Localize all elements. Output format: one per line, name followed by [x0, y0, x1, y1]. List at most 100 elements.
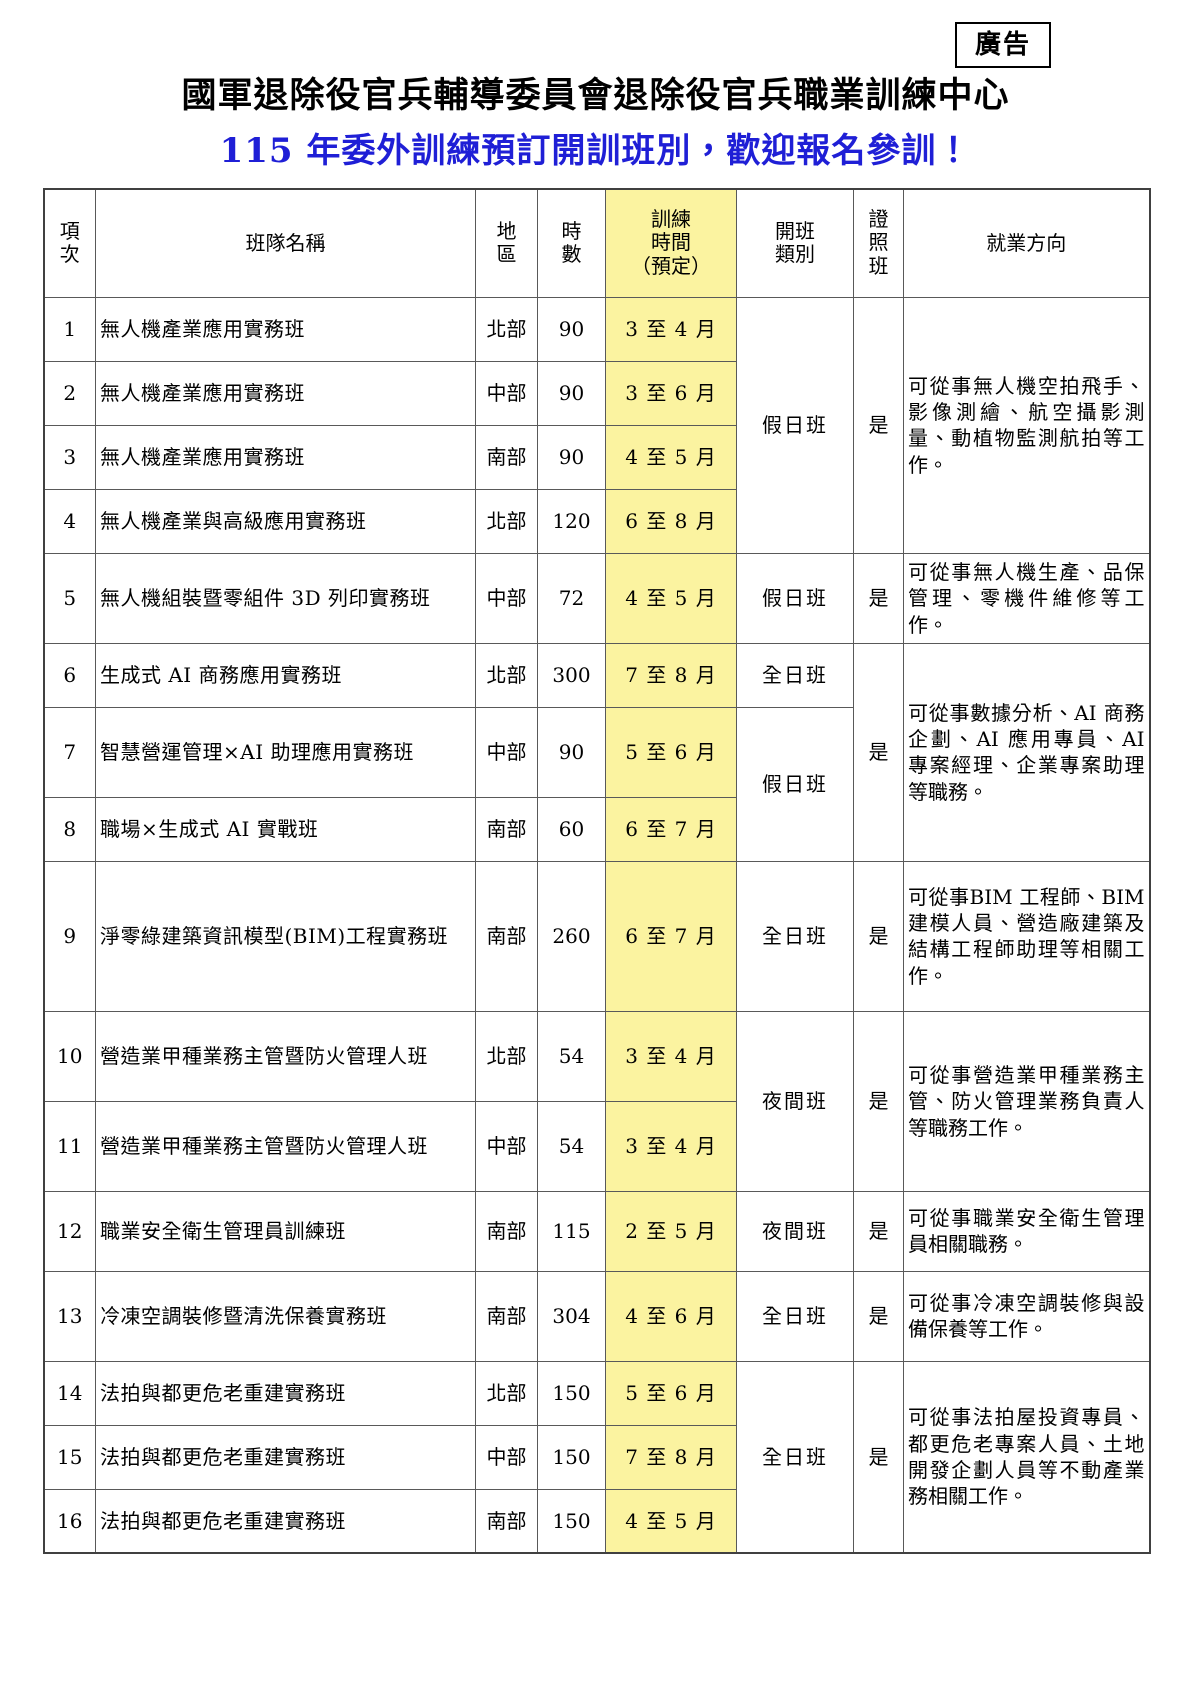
- region: 南部: [475, 1190, 538, 1272]
- row-index: 1: [43, 296, 96, 362]
- training-period: 6 至 7 月: [605, 860, 737, 1012]
- career-direction: 可從事數據分析、AI 商務企劃、AI 應用專員、AI 專案經理、企業專案助理等職…: [903, 642, 1150, 862]
- class-type: 夜間班: [736, 1190, 854, 1272]
- column-header-index-line1: 項: [59, 218, 80, 243]
- career-direction: 可從事BIM 工程師、BIM建模人員、營造廠建築及結構工程師助理等相關工作。: [903, 860, 1150, 1012]
- class-name: 法拍與都更危老重建實務班: [95, 1424, 476, 1490]
- class-name: 營造業甲種業務主管暨防火管理人班: [95, 1100, 476, 1192]
- column-header-certification-line2: 照: [868, 230, 889, 255]
- hours: 150: [537, 1488, 606, 1554]
- certification: 是: [853, 1360, 904, 1554]
- column-header-class-type-line2: 類別: [775, 242, 815, 267]
- class-name: 職業安全衛生管理員訓練班: [95, 1190, 476, 1272]
- table-row: 12 職業安全衛生管理員訓練班 南部 115 2 至 5 月 夜間班 是 可從事…: [43, 1190, 1150, 1272]
- table-row: 9 淨零綠建築資訊模型(BIM)工程實務班 南部 260 6 至 7 月 全日班…: [43, 860, 1150, 1012]
- column-header-training-period-line2: 時間: [651, 230, 691, 255]
- table-row: 10 營造業甲種業務主管暨防火管理人班 北部 54 3 至 4 月 夜間班 是 …: [43, 1010, 1150, 1192]
- hours: 150: [537, 1360, 606, 1426]
- row-index: 12: [43, 1190, 96, 1272]
- row-index: 6: [43, 642, 96, 708]
- table-row: 8 職場×生成式 AI 實戰班 南部 60 6 至 7 月: [43, 796, 1150, 862]
- hours: 304: [537, 1270, 606, 1362]
- row-index: 16: [43, 1488, 96, 1554]
- class-type: 全日班: [736, 1270, 854, 1362]
- class-name: 無人機產業應用實務班: [95, 296, 476, 362]
- training-period: 3 至 6 月: [605, 360, 737, 426]
- row-index: 9: [43, 860, 96, 1012]
- column-header-class-type: 開班 類別: [736, 188, 854, 298]
- class-type: 假日班: [736, 706, 854, 862]
- table-row: 6 生成式 AI 商務應用實務班 北部 300 7 至 8 月 全日班 是 可從…: [43, 642, 1150, 862]
- certification: 是: [853, 1270, 904, 1362]
- region: 南部: [475, 1270, 538, 1362]
- class-name: 淨零綠建築資訊模型(BIM)工程實務班: [95, 860, 476, 1012]
- career-direction: 可從事法拍屋投資專員、都更危老專案人員、土地開發企劃人員等不動產業務相關工作。: [903, 1360, 1150, 1554]
- training-period: 4 至 5 月: [605, 424, 737, 490]
- career-direction: 可從事無人機空拍飛手、影像測繪、航空攝影測量、動植物監測航拍等工作。: [903, 296, 1150, 554]
- class-name: 法拍與都更危老重建實務班: [95, 1360, 476, 1426]
- column-header-region-line2: 區: [496, 242, 517, 267]
- column-header-index: 項 次: [43, 188, 96, 298]
- training-period: 4 至 6 月: [605, 1270, 737, 1362]
- hours: 260: [537, 860, 606, 1012]
- column-header-certification: 證 照 班: [853, 188, 904, 298]
- hours: 90: [537, 360, 606, 426]
- promotional-title: 115 年委外訓練預訂開訓班別，歡迎報名參訓！: [219, 131, 972, 172]
- training-programs-table: 項 次 班隊名稱 地 區 時 數 訓練 時間: [42, 188, 1151, 1555]
- table-row: 7 智慧營運管理×AI 助理應用實務班 中部 90 5 至 6 月 假日班: [43, 706, 1150, 862]
- class-type: 全日班: [736, 1360, 854, 1554]
- column-header-hours-line2: 數: [561, 242, 582, 267]
- training-period: 2 至 5 月: [605, 1190, 737, 1272]
- region: 南部: [475, 424, 538, 490]
- row-index: 14: [43, 1360, 96, 1426]
- column-header-hours: 時 數: [537, 188, 606, 298]
- column-header-hours-line1: 時: [561, 218, 582, 243]
- class-type: 全日班: [736, 860, 854, 1012]
- training-period: 7 至 8 月: [605, 1424, 737, 1490]
- class-name: 無人機組裝暨零組件 3D 列印實務班: [95, 552, 476, 644]
- training-period: 4 至 5 月: [605, 552, 737, 644]
- hours: 90: [537, 296, 606, 362]
- class-name: 無人機產業應用實務班: [95, 360, 476, 426]
- table-row: 3 無人機產業應用實務班 南部 90 4 至 5 月: [43, 424, 1150, 490]
- column-header-class-name: 班隊名稱: [95, 188, 476, 298]
- advertisement-stamp: 廣告: [955, 22, 1051, 68]
- class-type: 假日班: [736, 552, 854, 644]
- table-row: 2 無人機產業應用實務班 中部 90 3 至 6 月: [43, 360, 1150, 426]
- career-direction: 可從事營造業甲種業務主管、防火管理業務負責人等職務工作。: [903, 1010, 1150, 1192]
- region: 中部: [475, 1100, 538, 1192]
- training-period: 3 至 4 月: [605, 1100, 737, 1192]
- hours: 72: [537, 552, 606, 644]
- column-header-training-period-line3: （預定）: [631, 253, 711, 278]
- training-period: 3 至 4 月: [605, 1010, 737, 1102]
- certification: 是: [853, 552, 904, 644]
- row-index: 4: [43, 488, 96, 554]
- training-period: 7 至 8 月: [605, 642, 737, 708]
- table-body: 1 無人機產業應用實務班 北部 90 3 至 4 月 假日班 是 可從事無人機空…: [43, 296, 1150, 1554]
- training-period: 4 至 5 月: [605, 1488, 737, 1554]
- column-header-region-line1: 地: [496, 218, 517, 243]
- column-header-certification-line1: 證: [868, 206, 889, 231]
- advertisement-stamp-label: 廣告: [955, 22, 1051, 68]
- table-row: 16 法拍與都更危老重建實務班 南部 150 4 至 5 月: [43, 1488, 1150, 1554]
- class-name: 法拍與都更危老重建實務班: [95, 1488, 476, 1554]
- class-name: 冷凍空調裝修暨清洗保養實務班: [95, 1270, 476, 1362]
- hours: 120: [537, 488, 606, 554]
- hours: 90: [537, 424, 606, 490]
- career-direction: 可從事冷凍空調裝修與設備保養等工作。: [903, 1270, 1150, 1362]
- region: 南部: [475, 1488, 538, 1554]
- row-index: 11: [43, 1100, 96, 1192]
- certification: 是: [853, 1190, 904, 1272]
- class-type: 全日班: [736, 642, 854, 708]
- certification: 是: [853, 860, 904, 1012]
- class-name: 職場×生成式 AI 實戰班: [95, 796, 476, 862]
- table-row: 13 冷凍空調裝修暨清洗保養實務班 南部 304 4 至 6 月 全日班 是 可…: [43, 1270, 1150, 1362]
- row-index: 13: [43, 1270, 96, 1362]
- row-index: 3: [43, 424, 96, 490]
- region: 中部: [475, 1424, 538, 1490]
- class-name: 無人機產業與高級應用實務班: [95, 488, 476, 554]
- training-period: 3 至 4 月: [605, 296, 737, 362]
- class-name: 營造業甲種業務主管暨防火管理人班: [95, 1010, 476, 1102]
- region: 北部: [475, 642, 538, 708]
- hours: 60: [537, 796, 606, 862]
